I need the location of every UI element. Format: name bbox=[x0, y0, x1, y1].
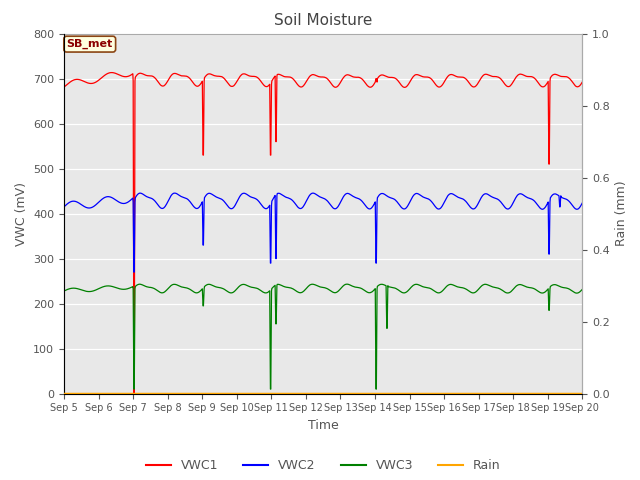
X-axis label: Time: Time bbox=[308, 419, 339, 432]
Legend: VWC1, VWC2, VWC3, Rain: VWC1, VWC2, VWC3, Rain bbox=[141, 455, 506, 477]
Title: Soil Moisture: Soil Moisture bbox=[274, 13, 372, 28]
Y-axis label: VWC (mV): VWC (mV) bbox=[15, 181, 28, 246]
Text: SB_met: SB_met bbox=[67, 39, 113, 49]
Y-axis label: Rain (mm): Rain (mm) bbox=[616, 181, 628, 246]
